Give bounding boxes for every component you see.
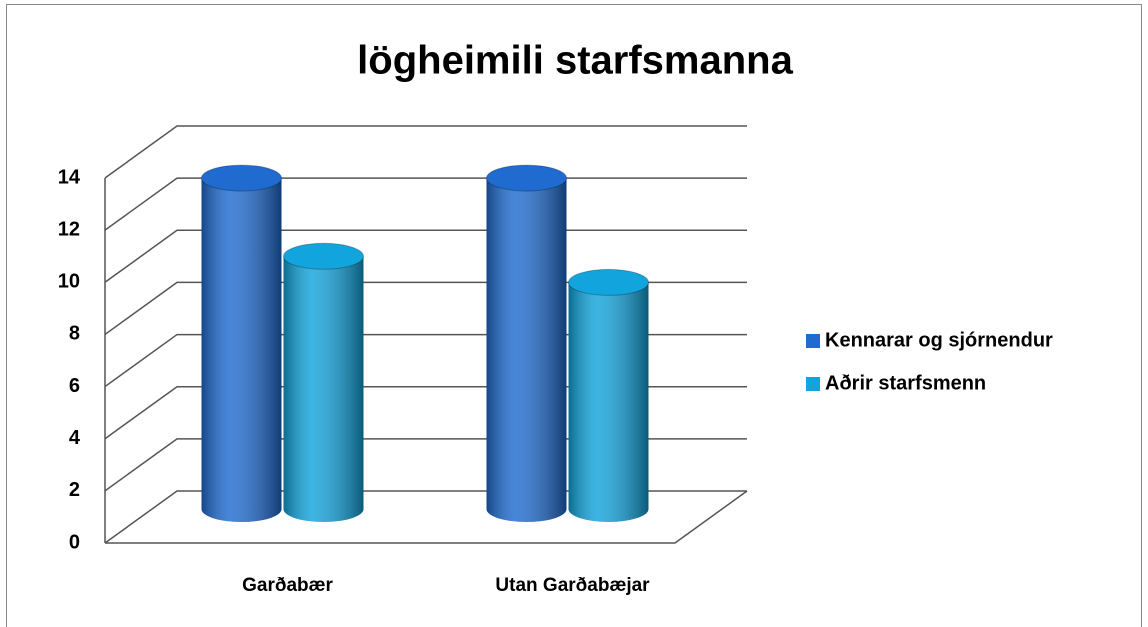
bar-top [283, 242, 364, 270]
bar-top [568, 268, 649, 296]
bar-shade [486, 178, 567, 523]
legend-swatch [806, 377, 820, 391]
y-tick-label: 12 [58, 218, 80, 240]
y-tick-label: 4 [69, 427, 81, 449]
grid-line [104, 229, 747, 283]
bar-top [486, 164, 567, 192]
y-tick-label: 8 [69, 323, 80, 345]
grid-line [104, 125, 747, 179]
legend-label: Kennarar og sjórnendur [825, 329, 1053, 351]
x-tick-label: Garðabær [242, 575, 333, 596]
legend-label: Aðrir starfsmenn [825, 372, 986, 394]
y-tick-label: 2 [69, 479, 80, 501]
grid-line [104, 177, 747, 231]
chart-frame [6, 4, 1142, 627]
y-tick-label: 6 [69, 375, 80, 397]
bar-top [201, 164, 282, 192]
x-tick-label: Utan Garðabæjar [495, 575, 650, 596]
grid-line [104, 281, 747, 336]
y-tick-label: 14 [58, 166, 81, 188]
floor [105, 490, 748, 544]
grid-line [104, 438, 747, 492]
y-tick-label: 0 [69, 531, 80, 553]
y-tick-label: 10 [58, 271, 80, 293]
bar-shade [201, 178, 282, 523]
grid-line [104, 333, 747, 388]
grid-line [104, 385, 747, 440]
chart-title: lögheimili starfsmanna [357, 39, 793, 83]
bar-shade [283, 256, 364, 522]
bar-shade [568, 282, 649, 522]
grid-line [104, 490, 747, 544]
legend-swatch [806, 334, 820, 348]
